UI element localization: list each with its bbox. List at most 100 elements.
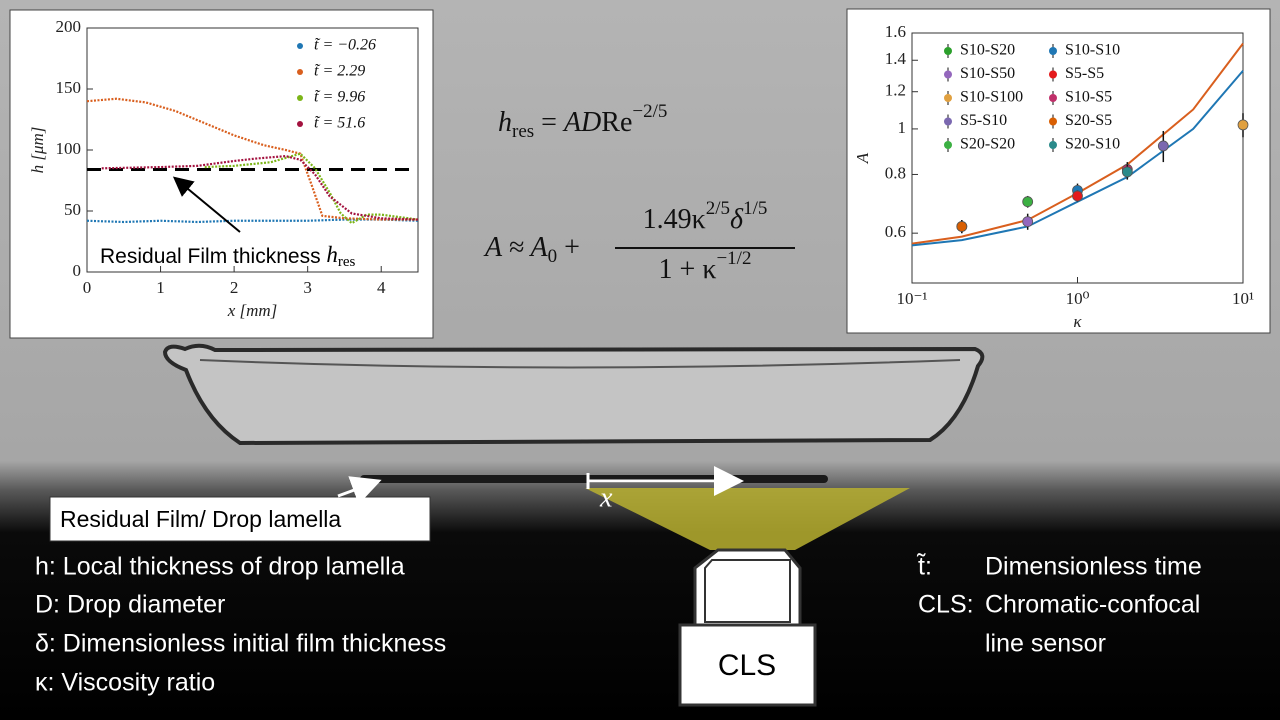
legend-label: t̃ = 9.96	[314, 89, 365, 106]
legend-label: t̃ = −0.26	[314, 37, 376, 54]
legend-marker	[1049, 141, 1057, 149]
f1-h: h	[498, 107, 512, 138]
point	[1072, 190, 1083, 202]
sensor-head-inner	[704, 559, 791, 623]
x-tick-label: 3	[303, 278, 312, 297]
legend-marker	[1049, 47, 1057, 55]
point	[1022, 196, 1034, 208]
f2-d1: 1 + κ	[659, 254, 717, 285]
y-axis-label: A	[853, 152, 872, 164]
definition: Chromatic-confocal	[985, 591, 1200, 619]
annotation-arrow	[172, 176, 241, 233]
x-tick-label: 10⁰	[1066, 289, 1090, 308]
point	[956, 221, 968, 232]
f2-sub: 0	[548, 246, 558, 267]
line	[86, 218, 419, 224]
x-tick-label: 4	[377, 278, 386, 297]
f2-n1: 1.49κ	[643, 204, 706, 235]
f2-plus: +	[557, 232, 580, 263]
point	[1022, 216, 1034, 227]
drop-rim	[199, 359, 961, 369]
x-tick-label: 10⁻¹	[896, 289, 927, 308]
chart-panel	[846, 8, 1271, 334]
x-tick-label: 1	[156, 278, 165, 297]
annotation-text: Residual Film thickness	[100, 245, 326, 268]
film-arrow	[337, 476, 382, 505]
definition: δ: Dimensionless initial film thickness	[35, 630, 446, 658]
f2-n4: 1/5	[743, 198, 767, 219]
legend-marker	[1049, 117, 1057, 126]
point	[1237, 119, 1249, 131]
legend-label: t̃ = 51.6	[314, 115, 365, 132]
formula-2-den: 1 + κ−1/2	[659, 248, 752, 285]
formula-2-num: 1.49κ2/5δ1/5	[643, 198, 768, 235]
y-tick-label: 100	[56, 139, 82, 158]
legend-marker	[1049, 94, 1057, 102]
legend-marker	[297, 43, 303, 49]
definition: D: Drop diameter	[35, 591, 225, 619]
legend-marker	[944, 94, 952, 102]
formula-1: hres = ADRe−2/5	[498, 101, 667, 142]
point	[1121, 166, 1133, 178]
y-tick-label: 150	[56, 78, 82, 97]
f2-d2: −1/2	[716, 248, 751, 269]
f2-n2: 2/5	[706, 198, 730, 219]
x-arrow-label: x	[599, 482, 613, 513]
f1-re: Re	[601, 107, 632, 138]
definition: κ: Viscosity ratio	[35, 669, 215, 697]
line	[86, 97, 418, 221]
legend-marker	[297, 95, 303, 101]
f1-sub: res	[512, 121, 534, 142]
sensor-body	[678, 623, 817, 707]
legend-marker	[944, 117, 952, 126]
definition-symbol: CLS:	[918, 591, 974, 619]
sensor-label: CLS	[718, 649, 776, 682]
legend-label: S10-S10	[1065, 42, 1120, 59]
film-label: Residual Film/ Drop lamella	[60, 506, 341, 532]
legend-marker	[944, 47, 952, 55]
f1-ad: AD	[562, 107, 601, 138]
drop	[162, 343, 985, 446]
legend-label: S10-S50	[960, 65, 1015, 82]
y-tick-label: 1	[898, 118, 907, 137]
point	[1157, 140, 1169, 152]
legend-marker	[944, 141, 952, 149]
definition: line sensor	[985, 630, 1106, 658]
legend-marker	[1049, 70, 1057, 79]
x-axis-label: x [mm]	[227, 301, 278, 320]
legend-marker	[297, 121, 303, 127]
y-tick-label: 1.6	[885, 22, 906, 41]
x-tick-label: 2	[230, 278, 239, 297]
annotation-sub: res	[338, 254, 356, 270]
y-tick-label: 0	[73, 261, 82, 280]
y-axis-label: h [μm]	[28, 127, 47, 174]
f1-eq: =	[534, 107, 564, 138]
line	[204, 152, 419, 225]
legend-marker	[297, 69, 303, 75]
x-axis-label: κ	[1073, 312, 1082, 331]
y-tick-label: 1.2	[885, 81, 906, 100]
y-tick-label: 50	[64, 200, 81, 219]
annotation: Residual Film thickness hres	[100, 242, 356, 270]
definition-symbol: t̃:	[916, 553, 932, 581]
legend-label: S20-S20	[960, 136, 1015, 153]
y-tick-label: 200	[56, 17, 82, 36]
legend-label: S5-S5	[1065, 65, 1104, 82]
charts: 0 1 2 3 4 0 50 100 150 200 x [mm] h [μm] t̃ = −0.26 t…	[28, 17, 1254, 331]
y-tick-label: 0.8	[885, 163, 906, 182]
legend-label: t̃ = 2.29	[314, 63, 365, 80]
legend-marker	[944, 70, 952, 79]
y-tick-label: 0.6	[885, 222, 906, 241]
x-tick-label: 0	[83, 278, 92, 297]
formula-2-lhs: A ≈ A0 +	[483, 232, 580, 267]
legend-label: S10-S20	[960, 42, 1015, 59]
x-tick-label: 10¹	[1232, 289, 1254, 308]
legend-label: S20-S5	[1065, 112, 1112, 129]
legend-label: S5-S10	[960, 112, 1007, 129]
light-cone	[585, 488, 910, 550]
y-tick-label: 1.4	[885, 49, 907, 68]
annotation-h: h	[326, 242, 338, 267]
f2-a: A ≈ A	[483, 232, 548, 263]
